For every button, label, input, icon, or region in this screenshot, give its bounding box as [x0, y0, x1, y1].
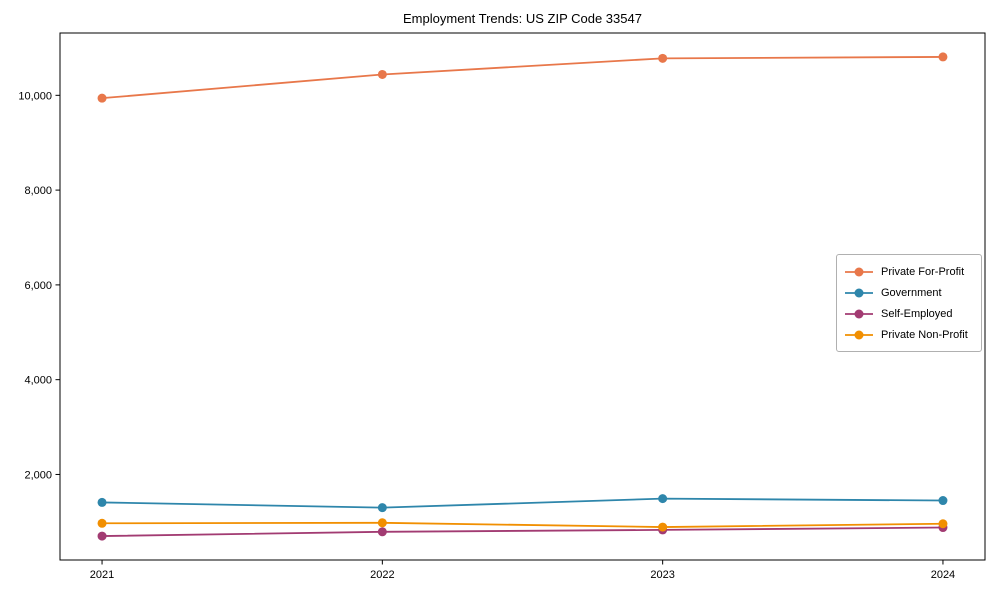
legend-label: Private Non-Profit	[881, 328, 968, 341]
x-tick-label: 2024	[931, 569, 955, 581]
x-tick-label: 2021	[90, 569, 114, 581]
data-point	[377, 503, 387, 513]
y-tick-label: 8,000	[24, 185, 52, 197]
y-tick-label: 4,000	[24, 375, 52, 387]
data-point	[377, 518, 387, 528]
data-point	[658, 53, 668, 63]
legend-item: Self-Employed	[844, 303, 973, 324]
y-tick-label: 6,000	[24, 280, 52, 292]
series-line	[102, 526, 943, 537]
legend-marker-icon	[845, 330, 873, 339]
y-tick-label: 10,000	[18, 90, 52, 102]
legend-marker-icon	[845, 309, 873, 318]
data-point	[377, 69, 387, 79]
data-point	[938, 519, 948, 529]
series-line	[101, 56, 943, 100]
legend: Private For-Profit Government Self-Employe…	[836, 254, 982, 352]
x-tick-label: 2023	[650, 569, 674, 581]
series-line	[102, 497, 943, 509]
data-point	[938, 496, 948, 506]
data-point	[658, 522, 668, 532]
legend-marker-icon	[845, 267, 873, 276]
legend-item: Private For-Profit	[844, 261, 973, 282]
legend-item: Private Non-Profit	[844, 324, 973, 345]
y-tick-label: 2,000	[24, 469, 52, 481]
chart-title: Employment Trends: US ZIP Code 33547	[403, 11, 642, 26]
data-point	[377, 527, 387, 537]
legend-label: Self-Employed	[881, 307, 953, 320]
legend-item: Government	[844, 282, 973, 303]
plot-spines	[59, 32, 986, 561]
data-point	[658, 494, 668, 504]
data-point	[97, 93, 107, 103]
data-point	[97, 518, 107, 528]
legend-label: Government	[881, 286, 942, 299]
data-point	[97, 531, 107, 541]
legend-label: Private For-Profit	[881, 265, 965, 278]
x-tick-label: 2022	[370, 569, 394, 581]
data-point	[97, 497, 107, 507]
data-point	[938, 52, 948, 62]
legend-marker-icon	[845, 288, 873, 297]
series-line	[102, 521, 943, 528]
